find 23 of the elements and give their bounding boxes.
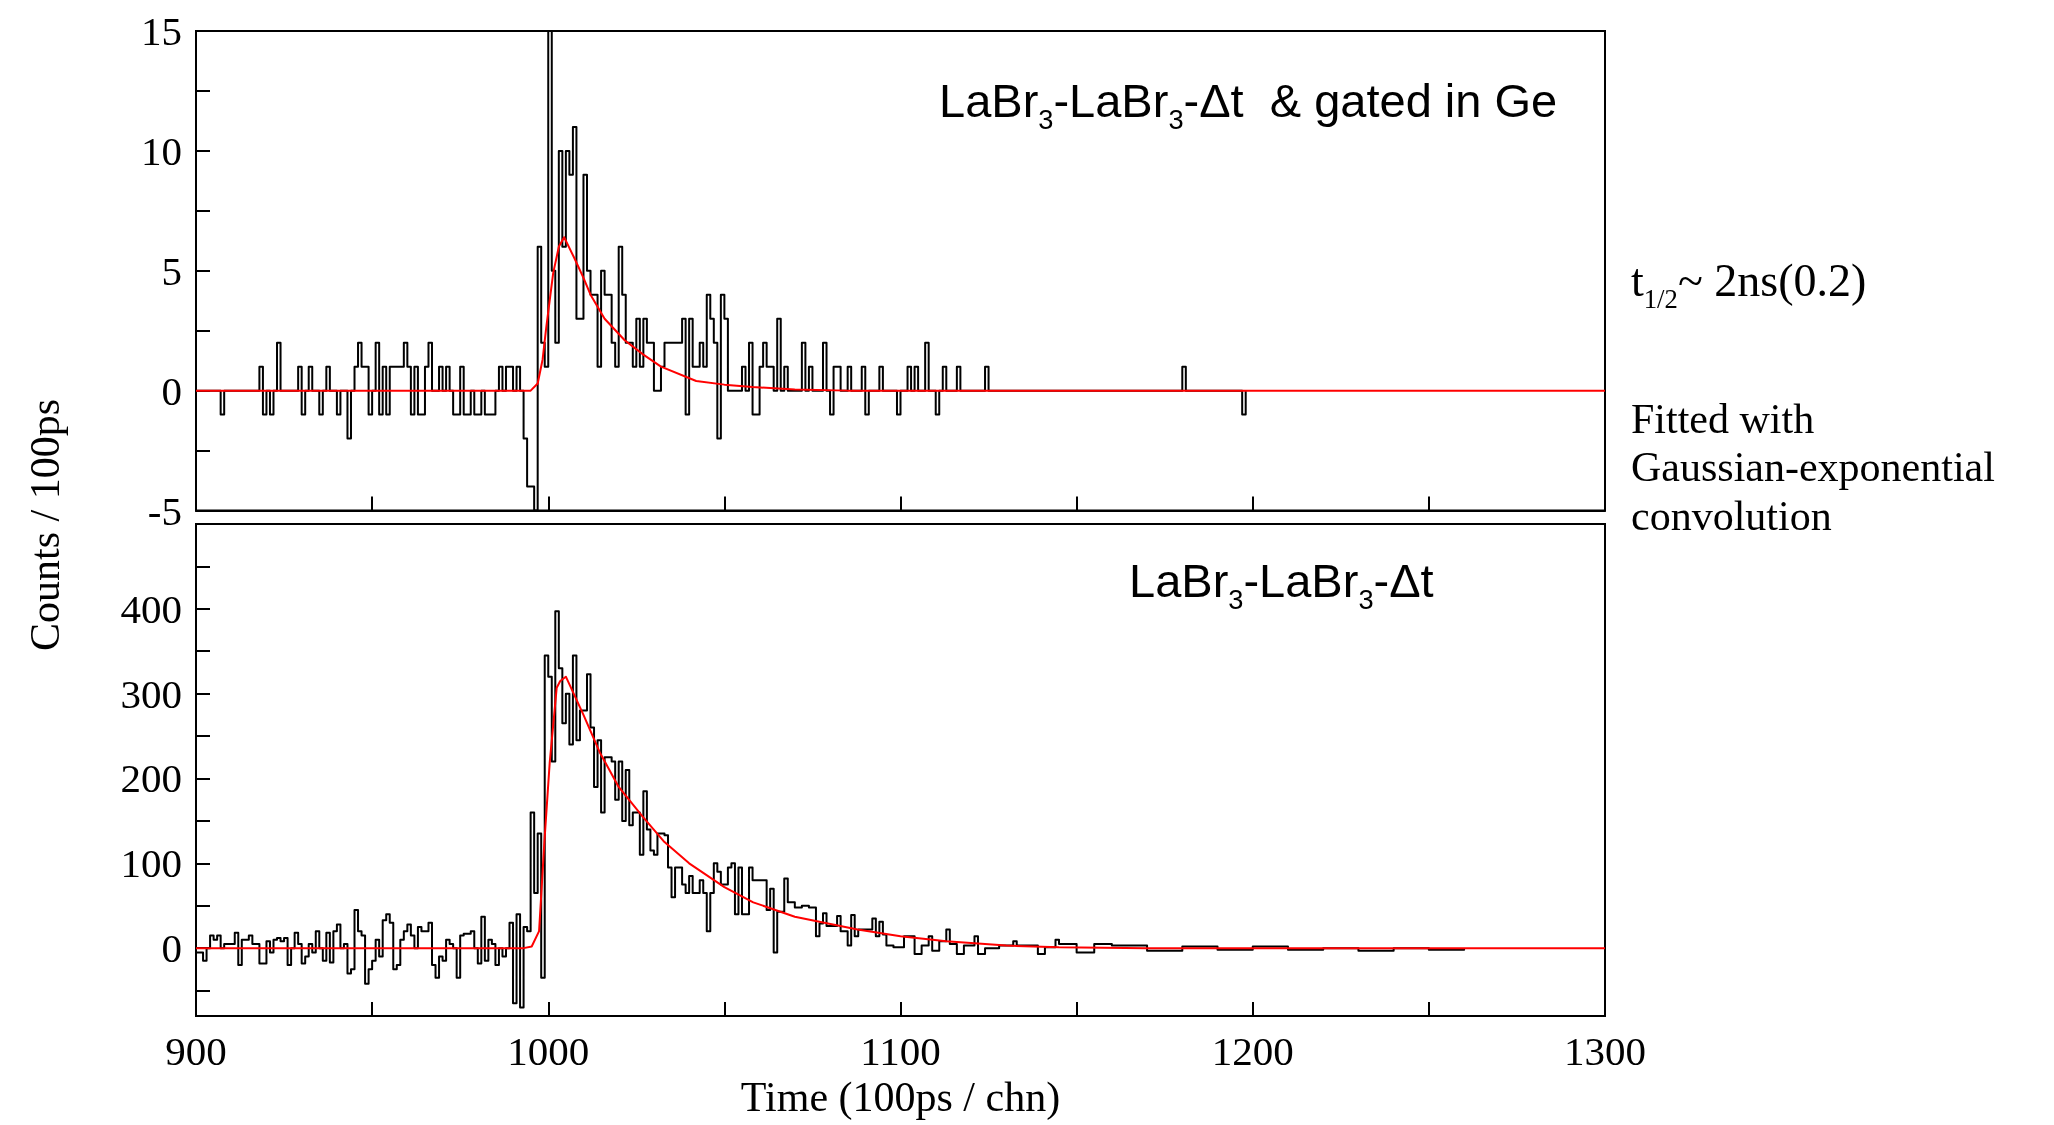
annotation: LaBr$_{3}$-LaBr$_{3}$-Δt (1129, 554, 1434, 616)
y-tick-label: 0 (161, 367, 182, 414)
x-tick-label: 900 (165, 1027, 227, 1074)
y-axis-title: Counts / 100ps (21, 398, 69, 652)
y-tick-label: 5 (161, 247, 182, 294)
y-tick-label: 300 (120, 670, 182, 717)
y-tick-label: 15 (141, 8, 182, 54)
x-axis-title: Time (100ps / chn) (740, 1073, 1061, 1121)
annotation: LaBr$_{3}$-LaBr$_{3}$-Δt & gated in Ge (939, 74, 1558, 136)
x-tick-label: 1200 (1211, 1027, 1294, 1074)
x-tick-label: 1100 (860, 1027, 941, 1074)
y-tick-label: 100 (120, 840, 182, 887)
text: Fitted with Gaussian-exponential convolution (1631, 396, 1995, 539)
y-tick-label: 10 (141, 127, 182, 174)
y-tick-label: 0 (161, 925, 182, 972)
x-tick-label: 1000 (507, 1027, 590, 1074)
x-tick-label: 1300 (1564, 1027, 1646, 1074)
y-tick-label: 400 (120, 585, 182, 632)
y-tick-label: -5 (147, 487, 182, 534)
line-series (195, 236, 1606, 392)
line-series (195, 675, 1606, 950)
y-tick-label: 200 (120, 755, 182, 802)
text: t$_{1/2}$~ 2ns(0.2) (1631, 255, 1867, 315)
